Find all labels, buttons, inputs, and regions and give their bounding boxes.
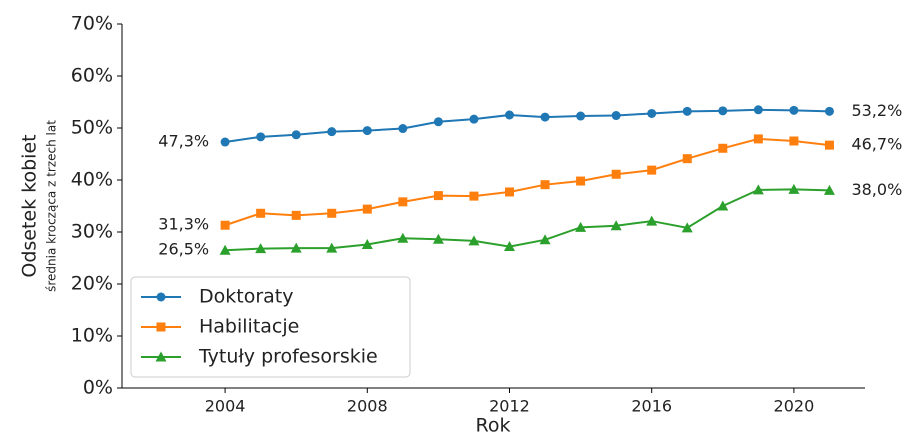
series-line [224, 137, 830, 227]
marker [611, 111, 621, 121]
marker [753, 105, 763, 115]
value-label: 53,2% [851, 101, 902, 120]
x-tick-label: 2004 [205, 397, 246, 416]
marker [468, 235, 480, 246]
marker [610, 220, 622, 231]
legend-box [130, 276, 411, 378]
marker [788, 183, 800, 194]
y-tick-label: 60% [71, 65, 113, 87]
marker [398, 197, 408, 207]
marker [469, 191, 479, 201]
marker [647, 108, 657, 118]
marker [291, 210, 301, 220]
marker [575, 221, 587, 232]
marker [326, 242, 338, 253]
marker [433, 117, 443, 127]
y-tick-label: 20% [71, 273, 113, 295]
marker [327, 208, 337, 218]
marker [576, 176, 586, 186]
marker [504, 110, 514, 120]
marker [256, 132, 266, 142]
marker [220, 137, 230, 147]
marker [576, 111, 586, 121]
value-label: 38,0% [851, 180, 902, 199]
marker [469, 114, 479, 124]
x-tick-label: 2008 [347, 397, 388, 416]
marker [540, 180, 550, 190]
y-axis-sublabel: średnia krocząca z trzech lat [45, 120, 59, 292]
value-label: 46,7% [851, 135, 902, 154]
marker [681, 222, 693, 233]
legend-label: Habilitacje [199, 316, 299, 338]
y-tick-label: 10% [71, 325, 113, 347]
series-line [224, 108, 830, 144]
marker [398, 124, 408, 134]
marker [291, 130, 301, 140]
marker [646, 215, 658, 226]
value-label: 26,5% [158, 240, 209, 259]
marker [789, 105, 799, 115]
marker [682, 154, 692, 164]
y-tick-label: 70% [71, 13, 113, 35]
marker [433, 191, 443, 201]
marker [752, 184, 764, 195]
marker [155, 351, 167, 362]
marker [824, 140, 834, 150]
marker [503, 241, 515, 252]
marker [220, 220, 230, 230]
marker [156, 292, 166, 302]
marker [789, 136, 799, 146]
y-tick-label: 0% [83, 377, 113, 399]
marker [255, 243, 267, 254]
marker [823, 184, 835, 195]
marker [362, 204, 372, 214]
marker [540, 112, 550, 122]
marker [362, 126, 372, 136]
y-tick-label: 40% [71, 169, 113, 191]
value-label: 31,3% [158, 215, 209, 234]
legend-label: Doktoraty [199, 286, 293, 308]
y-tick-label: 30% [71, 221, 113, 243]
marker [397, 232, 409, 243]
marker [611, 169, 621, 179]
series-line [225, 188, 830, 252]
marker [647, 165, 657, 175]
marker [256, 208, 266, 218]
marker [361, 238, 373, 249]
value-label: 47,3% [158, 132, 209, 151]
marker [219, 244, 231, 255]
x-tick-label: 2016 [631, 397, 672, 416]
x-tick-label: 2020 [774, 397, 815, 416]
marker [717, 200, 729, 211]
marker [156, 322, 166, 332]
marker [432, 233, 444, 244]
marker [718, 143, 728, 153]
marker [682, 106, 692, 116]
marker [753, 134, 763, 144]
marker [718, 106, 728, 116]
x-tick-label: 2012 [489, 397, 530, 416]
marker [824, 106, 834, 116]
y-tick-label: 50% [71, 117, 113, 139]
marker [539, 234, 551, 245]
x-axis-label: Rok [476, 415, 511, 437]
y-axis-label: Odsetek kobiet [19, 134, 41, 277]
marker [327, 127, 337, 137]
marker [504, 187, 514, 197]
legend-label: Tytuły profesorskie [198, 346, 378, 368]
marker [290, 242, 302, 253]
